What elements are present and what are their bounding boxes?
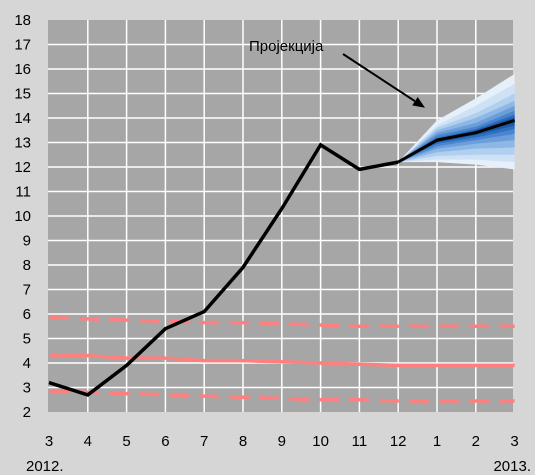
y-tick-labels: 2 3 4 5 6 7 8 9 10 11 12 13 14 15 16 17 18 <box>14 12 31 421</box>
y-tick-label: 10 <box>14 208 31 225</box>
x-tick-label: 1 <box>433 433 441 450</box>
x-tick-label: 10 <box>312 433 329 450</box>
y-tick-label: 11 <box>15 184 31 201</box>
y-tick-label: 14 <box>14 110 31 127</box>
projection-line <box>397 118 516 164</box>
year-labels: 2012. 2013. <box>26 458 531 475</box>
y-tick-label: 18 <box>14 12 31 29</box>
y-tick-label: 3 <box>23 380 31 397</box>
y-tick-label: 15 <box>14 86 31 103</box>
x-tick-label: 3 <box>510 433 518 450</box>
y-tick-label: 4 <box>23 355 31 372</box>
y-tick-label: 13 <box>14 135 31 152</box>
annotation-arrowhead <box>412 96 425 108</box>
target-center-line <box>49 353 515 368</box>
x-tick-label: 9 <box>278 433 286 450</box>
actual-line <box>48 142 399 397</box>
x-tick-label: 5 <box>122 433 130 450</box>
y-tick-label: 12 <box>14 159 31 176</box>
target-lower-line <box>48 389 515 403</box>
x-tick-label: 8 <box>239 433 247 450</box>
x-tick-labels: 3 4 5 6 7 8 9 10 11 12 1 2 3 <box>45 433 519 450</box>
y-tick-label: 9 <box>23 233 31 250</box>
target-upper-line <box>48 315 515 329</box>
y-tick-label: 8 <box>23 257 31 274</box>
x-tick-label: 6 <box>161 433 169 450</box>
x-tick-label: 7 <box>200 433 208 450</box>
x-tick-label: 11 <box>352 433 368 450</box>
annotation-arrow <box>342 53 416 103</box>
target-lines <box>48 315 515 403</box>
x-tick-label: 12 <box>390 433 407 450</box>
y-tick-label: 6 <box>23 306 31 323</box>
y-tick-label: 5 <box>23 331 31 348</box>
year-label: 2013. <box>493 458 531 475</box>
x-tick-label: 2 <box>472 433 480 450</box>
y-tick-label: 17 <box>14 37 31 54</box>
year-label: 2012. <box>26 458 64 475</box>
y-tick-label: 2 <box>23 404 31 421</box>
series-lines <box>48 118 516 397</box>
annotation-label: Пројекција <box>249 38 324 55</box>
y-tick-label: 16 <box>14 61 31 78</box>
annotation: Пројекција <box>249 38 425 108</box>
x-tick-label: 4 <box>84 433 92 450</box>
x-tick-label: 3 <box>45 433 53 450</box>
y-tick-label: 7 <box>23 282 31 299</box>
